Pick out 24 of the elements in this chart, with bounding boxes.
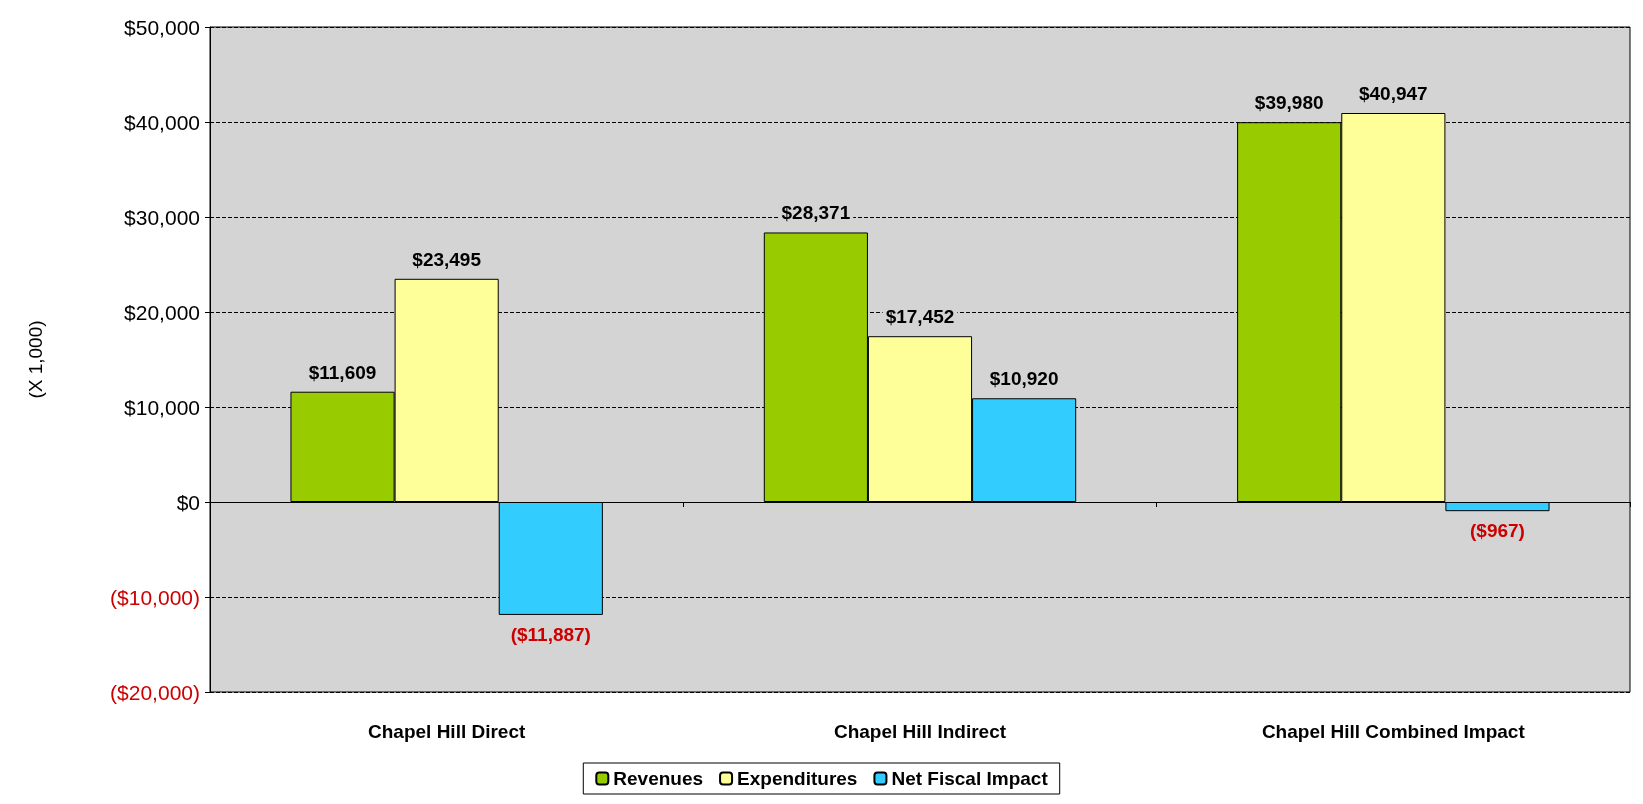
y-tick-label: $40,000 <box>124 110 200 134</box>
legend-label: Expenditures <box>737 768 858 789</box>
y-tick-label: ($20,000) <box>110 680 200 704</box>
y-axis-title: (X 1,000) <box>25 320 46 399</box>
legend-label: Revenues <box>613 768 704 789</box>
data-label: $17,452 <box>885 306 955 328</box>
data-label: ($967) <box>1470 520 1525 542</box>
data-label: $40,947 <box>1358 83 1428 104</box>
x-tick-label: Chapel Hill Direct <box>368 721 526 742</box>
data-label: ($11,887) <box>510 623 591 645</box>
data-label: $28,371 <box>781 202 851 224</box>
data-label: $10,920 <box>989 368 1059 390</box>
data-label: $11,609 <box>308 361 377 383</box>
y-tick-label: $20,000 <box>124 300 200 324</box>
y-tick-label: $10,000 <box>124 395 200 419</box>
data-label: $23,495 <box>412 248 482 270</box>
data-label: $39,980 <box>1254 92 1324 114</box>
y-tick-label: $30,000 <box>124 205 200 229</box>
y-tick-label: ($10,000) <box>110 585 200 609</box>
legend-label: Net Fiscal Impact <box>891 768 1049 789</box>
y-tick-label: $0 <box>176 490 200 514</box>
x-tick-label: Chapel Hill Indirect <box>833 721 1007 742</box>
x-tick-label: Chapel Hill Combined Impact <box>1261 721 1526 742</box>
y-tick-label: $50,000 <box>124 15 200 39</box>
